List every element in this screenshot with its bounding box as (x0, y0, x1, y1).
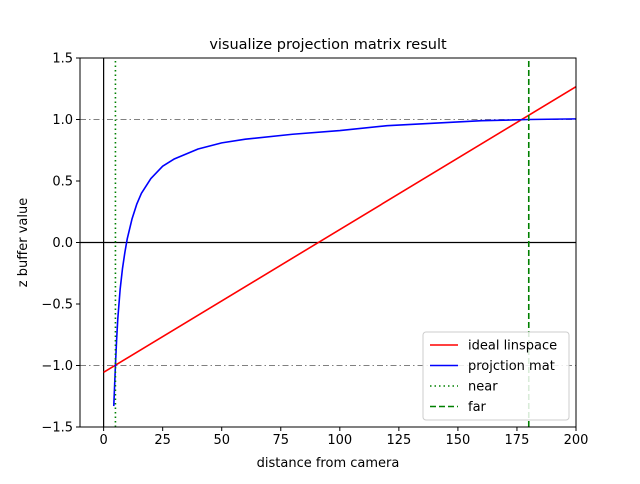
y-axis-title: z buffer value (16, 198, 31, 287)
x-axis-title: distance from camera (257, 456, 400, 471)
legend-label: near (468, 380, 498, 395)
series-line-projction-mat (112, 118, 576, 407)
x-tick-label: 150 (445, 433, 470, 448)
y-tick-label: 1.5 (52, 52, 73, 67)
y-tick-label: −1.5 (41, 421, 73, 436)
x-tick-label: 125 (386, 433, 411, 448)
y-tick-label: 0.5 (52, 175, 73, 190)
x-tick-label: 0 (99, 433, 107, 448)
legend-label: far (468, 400, 487, 415)
x-tick-label: 50 (213, 433, 230, 448)
series-line-ideal-linspace (103, 86, 576, 374)
x-tick-label: 200 (564, 433, 589, 448)
legend-label: projction mat (468, 359, 555, 374)
x-tick-label: 25 (154, 433, 171, 448)
legend: ideal linspace projction mat near far (422, 331, 570, 421)
y-tick-label: 0.0 (52, 236, 73, 251)
legend-label: ideal linspace (468, 339, 557, 354)
x-tick-label: 75 (272, 433, 289, 448)
y-tick-label: 1.0 (52, 113, 73, 128)
chart-title: visualize projection matrix result (209, 37, 447, 53)
x-tick-label: 100 (327, 433, 352, 448)
plot-clip-group (80, 58, 576, 427)
legend-box (422, 331, 570, 421)
y-tick-label: −0.5 (41, 298, 73, 313)
plot-area: 0 25 50 75 100 125 150 175 200 −1.5 −1.0 −0.5 0.0 0.5… (41, 52, 588, 449)
x-tick-label: 175 (505, 433, 530, 448)
y-tick-label: −1.0 (41, 359, 73, 374)
